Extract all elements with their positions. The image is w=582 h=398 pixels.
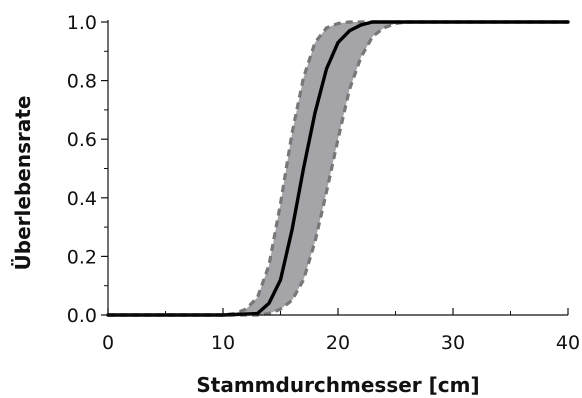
y-tick-label: 1.0 [67, 12, 97, 34]
series-layer [106, 20, 570, 317]
y-tick-label: 0.8 [67, 71, 97, 93]
x-tick-label: 30 [441, 332, 465, 354]
y-tick-label: 0.0 [67, 305, 97, 327]
x-tick-label: 40 [556, 332, 580, 354]
x-tick-label: 10 [211, 332, 235, 354]
x-axis-title: Stammdurchmesser [cm] [196, 373, 479, 397]
y-axis-title: Überlebensrate [11, 96, 35, 271]
y-tick-label: 0.6 [67, 129, 97, 151]
x-tick-label: 0 [102, 332, 114, 354]
y-tick-label: 0.2 [67, 246, 97, 268]
y-tick-label: 0.4 [67, 188, 97, 210]
ticks: 0.0 0.2 0.4 0.6 0.8 1.0 0 10 20 30 40 [67, 12, 580, 354]
mean-line [106, 20, 570, 317]
confidence-band [108, 22, 568, 315]
x-tick-label: 20 [326, 332, 350, 354]
confidence-band-layer [108, 22, 568, 315]
